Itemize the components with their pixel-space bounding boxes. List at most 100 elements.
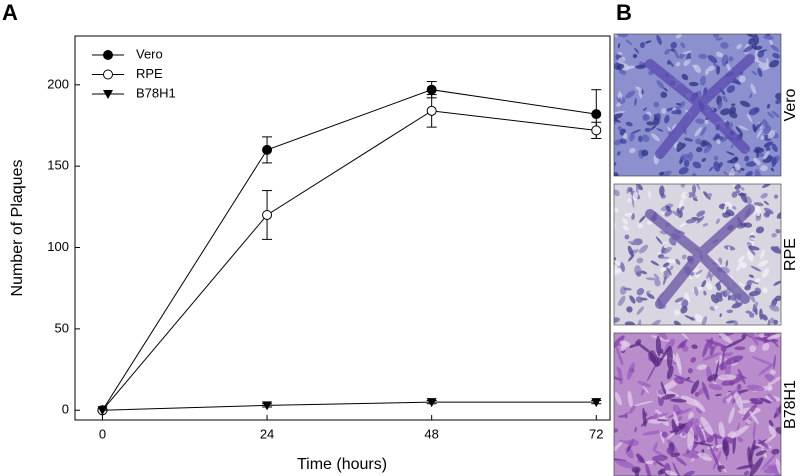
cell	[753, 202, 764, 207]
cell	[614, 428, 618, 433]
cell	[625, 90, 636, 99]
micrograph	[614, 34, 781, 176]
cell	[618, 69, 627, 75]
cell	[674, 309, 681, 316]
cell	[687, 152, 694, 162]
cell	[631, 196, 635, 208]
cell	[757, 153, 765, 158]
cell	[692, 172, 697, 176]
cell	[722, 95, 728, 103]
cell	[718, 333, 733, 344]
cell	[761, 314, 768, 321]
cell	[741, 334, 747, 339]
cell	[631, 213, 635, 220]
cell	[700, 126, 707, 136]
cell	[763, 151, 770, 160]
cell	[615, 459, 634, 469]
cell	[690, 379, 700, 395]
cell	[693, 286, 699, 297]
cell	[755, 450, 767, 456]
cell	[685, 218, 697, 224]
cell	[745, 333, 759, 346]
cell	[771, 448, 780, 455]
marker	[426, 84, 437, 95]
cell	[695, 184, 701, 190]
cell	[664, 48, 671, 55]
series-line	[102, 110, 597, 411]
cell	[701, 381, 710, 401]
cell	[727, 431, 737, 439]
cell	[637, 223, 643, 229]
cell	[636, 287, 645, 296]
cell	[680, 42, 686, 49]
cell	[632, 53, 638, 59]
cell	[690, 356, 697, 363]
cell	[681, 417, 695, 437]
cell	[735, 126, 743, 135]
cell	[708, 65, 715, 72]
cell	[680, 306, 688, 314]
cell	[644, 40, 652, 44]
cell	[717, 374, 737, 381]
cell	[645, 277, 657, 281]
cell	[737, 255, 745, 264]
cell	[638, 135, 643, 143]
cell	[684, 315, 694, 321]
cell	[745, 419, 752, 425]
series-line	[102, 401, 597, 411]
cell	[725, 60, 729, 65]
cell	[653, 101, 660, 108]
cell	[627, 198, 632, 203]
cell	[743, 470, 750, 476]
cell	[773, 280, 781, 286]
cell	[693, 64, 702, 74]
cell	[736, 262, 743, 272]
cell	[759, 308, 763, 320]
cell	[748, 37, 754, 46]
cell	[695, 138, 703, 145]
cell	[675, 259, 681, 265]
cell	[639, 42, 646, 49]
cell	[663, 275, 667, 286]
cell	[665, 205, 671, 212]
cell	[696, 407, 702, 414]
cell	[715, 218, 720, 225]
cell	[731, 191, 738, 198]
y-tick-label: 0	[62, 402, 69, 417]
cell	[626, 439, 639, 447]
cell	[636, 271, 642, 277]
cell	[752, 422, 756, 440]
cell	[739, 400, 752, 404]
cell	[737, 226, 743, 229]
cell	[624, 321, 635, 325]
cell	[631, 466, 641, 473]
cell	[645, 290, 651, 294]
cell	[652, 461, 657, 465]
cell	[720, 108, 731, 116]
cell	[745, 161, 758, 167]
cell	[753, 157, 761, 166]
cell	[775, 99, 781, 105]
cell	[650, 335, 671, 342]
cell	[614, 392, 622, 406]
cell	[758, 363, 775, 376]
cell	[628, 344, 636, 348]
x-tick-label: 0	[99, 426, 106, 441]
cell	[670, 452, 681, 458]
cell	[709, 346, 715, 356]
cell	[758, 259, 769, 267]
cell	[669, 265, 674, 270]
cell	[708, 166, 714, 172]
cell	[711, 445, 717, 455]
image-label: Vero	[782, 88, 799, 121]
cell	[679, 153, 690, 161]
cell	[636, 257, 644, 264]
cell	[767, 319, 770, 325]
image-label: B78H1	[782, 380, 799, 429]
y-tick-label: 150	[47, 158, 69, 173]
cell	[737, 125, 749, 131]
cell	[655, 113, 661, 121]
cell	[667, 59, 674, 67]
legend-marker	[103, 50, 113, 60]
cell	[738, 75, 746, 83]
